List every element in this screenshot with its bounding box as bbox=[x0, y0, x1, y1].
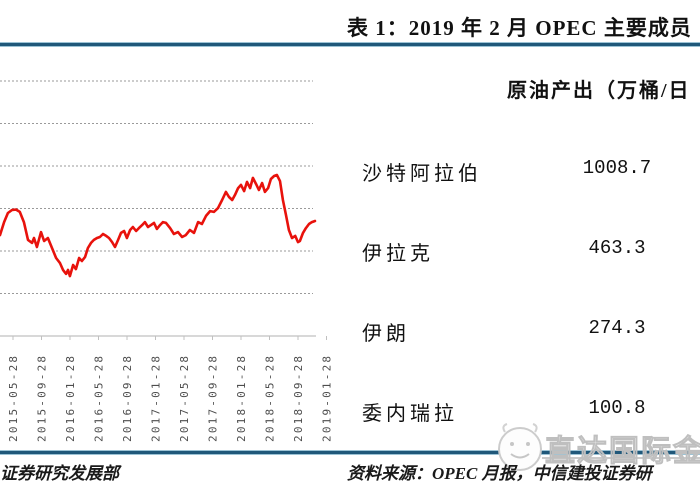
footer-left-source: 证券研究发展部 bbox=[0, 464, 119, 483]
production-value: 463.3 bbox=[588, 237, 646, 259]
price-line bbox=[0, 173, 317, 278]
chart-tick-label: 2019-01-28 bbox=[321, 354, 334, 442]
chart-tick-label: 2015-09-28 bbox=[36, 354, 49, 442]
footer-divider bbox=[0, 451, 700, 454]
watermark-logo-icon bbox=[498, 423, 542, 471]
country-label: 委内瑞拉 bbox=[362, 403, 458, 425]
production-value: 100.8 bbox=[588, 397, 646, 419]
oil-price-chart: 2015-05-28 2015-09-28 2016-01-28 2016-05-28… bbox=[0, 80, 334, 442]
chart-tick-label: 2016-09-28 bbox=[121, 354, 134, 442]
top-divider bbox=[0, 43, 700, 46]
production-value: 1008.7 bbox=[582, 157, 652, 179]
chart-tick-label: 2018-05-28 bbox=[264, 354, 277, 442]
footer-right-source: 资料来源：OPEC 月报，中信建投证券研 bbox=[347, 464, 652, 483]
table-title: 表 1：2019 年 2 月 OPEC 主要成员 bbox=[347, 16, 692, 40]
chart-tick-label: 2017-09-28 bbox=[207, 354, 220, 442]
chart-tick-label: 2015-05-28 bbox=[7, 354, 20, 442]
chart-tick-label: 2017-05-28 bbox=[178, 354, 191, 442]
country-label: 沙特阿拉伯 bbox=[362, 163, 482, 185]
country-label: 伊朗 bbox=[362, 323, 410, 345]
chart-tick-label: 2017-01-28 bbox=[150, 354, 163, 442]
table-column-header: 原油产出（万桶/日 bbox=[507, 80, 691, 102]
production-value: 274.3 bbox=[588, 317, 646, 339]
watermark: 直达国际金 bbox=[498, 423, 700, 471]
chart-tick-label: 2018-09-28 bbox=[292, 354, 305, 442]
country-label: 伊拉克 bbox=[362, 243, 434, 265]
watermark-text: 直达国际金 bbox=[545, 434, 700, 468]
chart-tick-label: 2018-01-28 bbox=[235, 354, 248, 442]
chart-tick-label: 2016-01-28 bbox=[64, 354, 77, 442]
chart-tick-label: 2016-05-28 bbox=[93, 354, 106, 442]
